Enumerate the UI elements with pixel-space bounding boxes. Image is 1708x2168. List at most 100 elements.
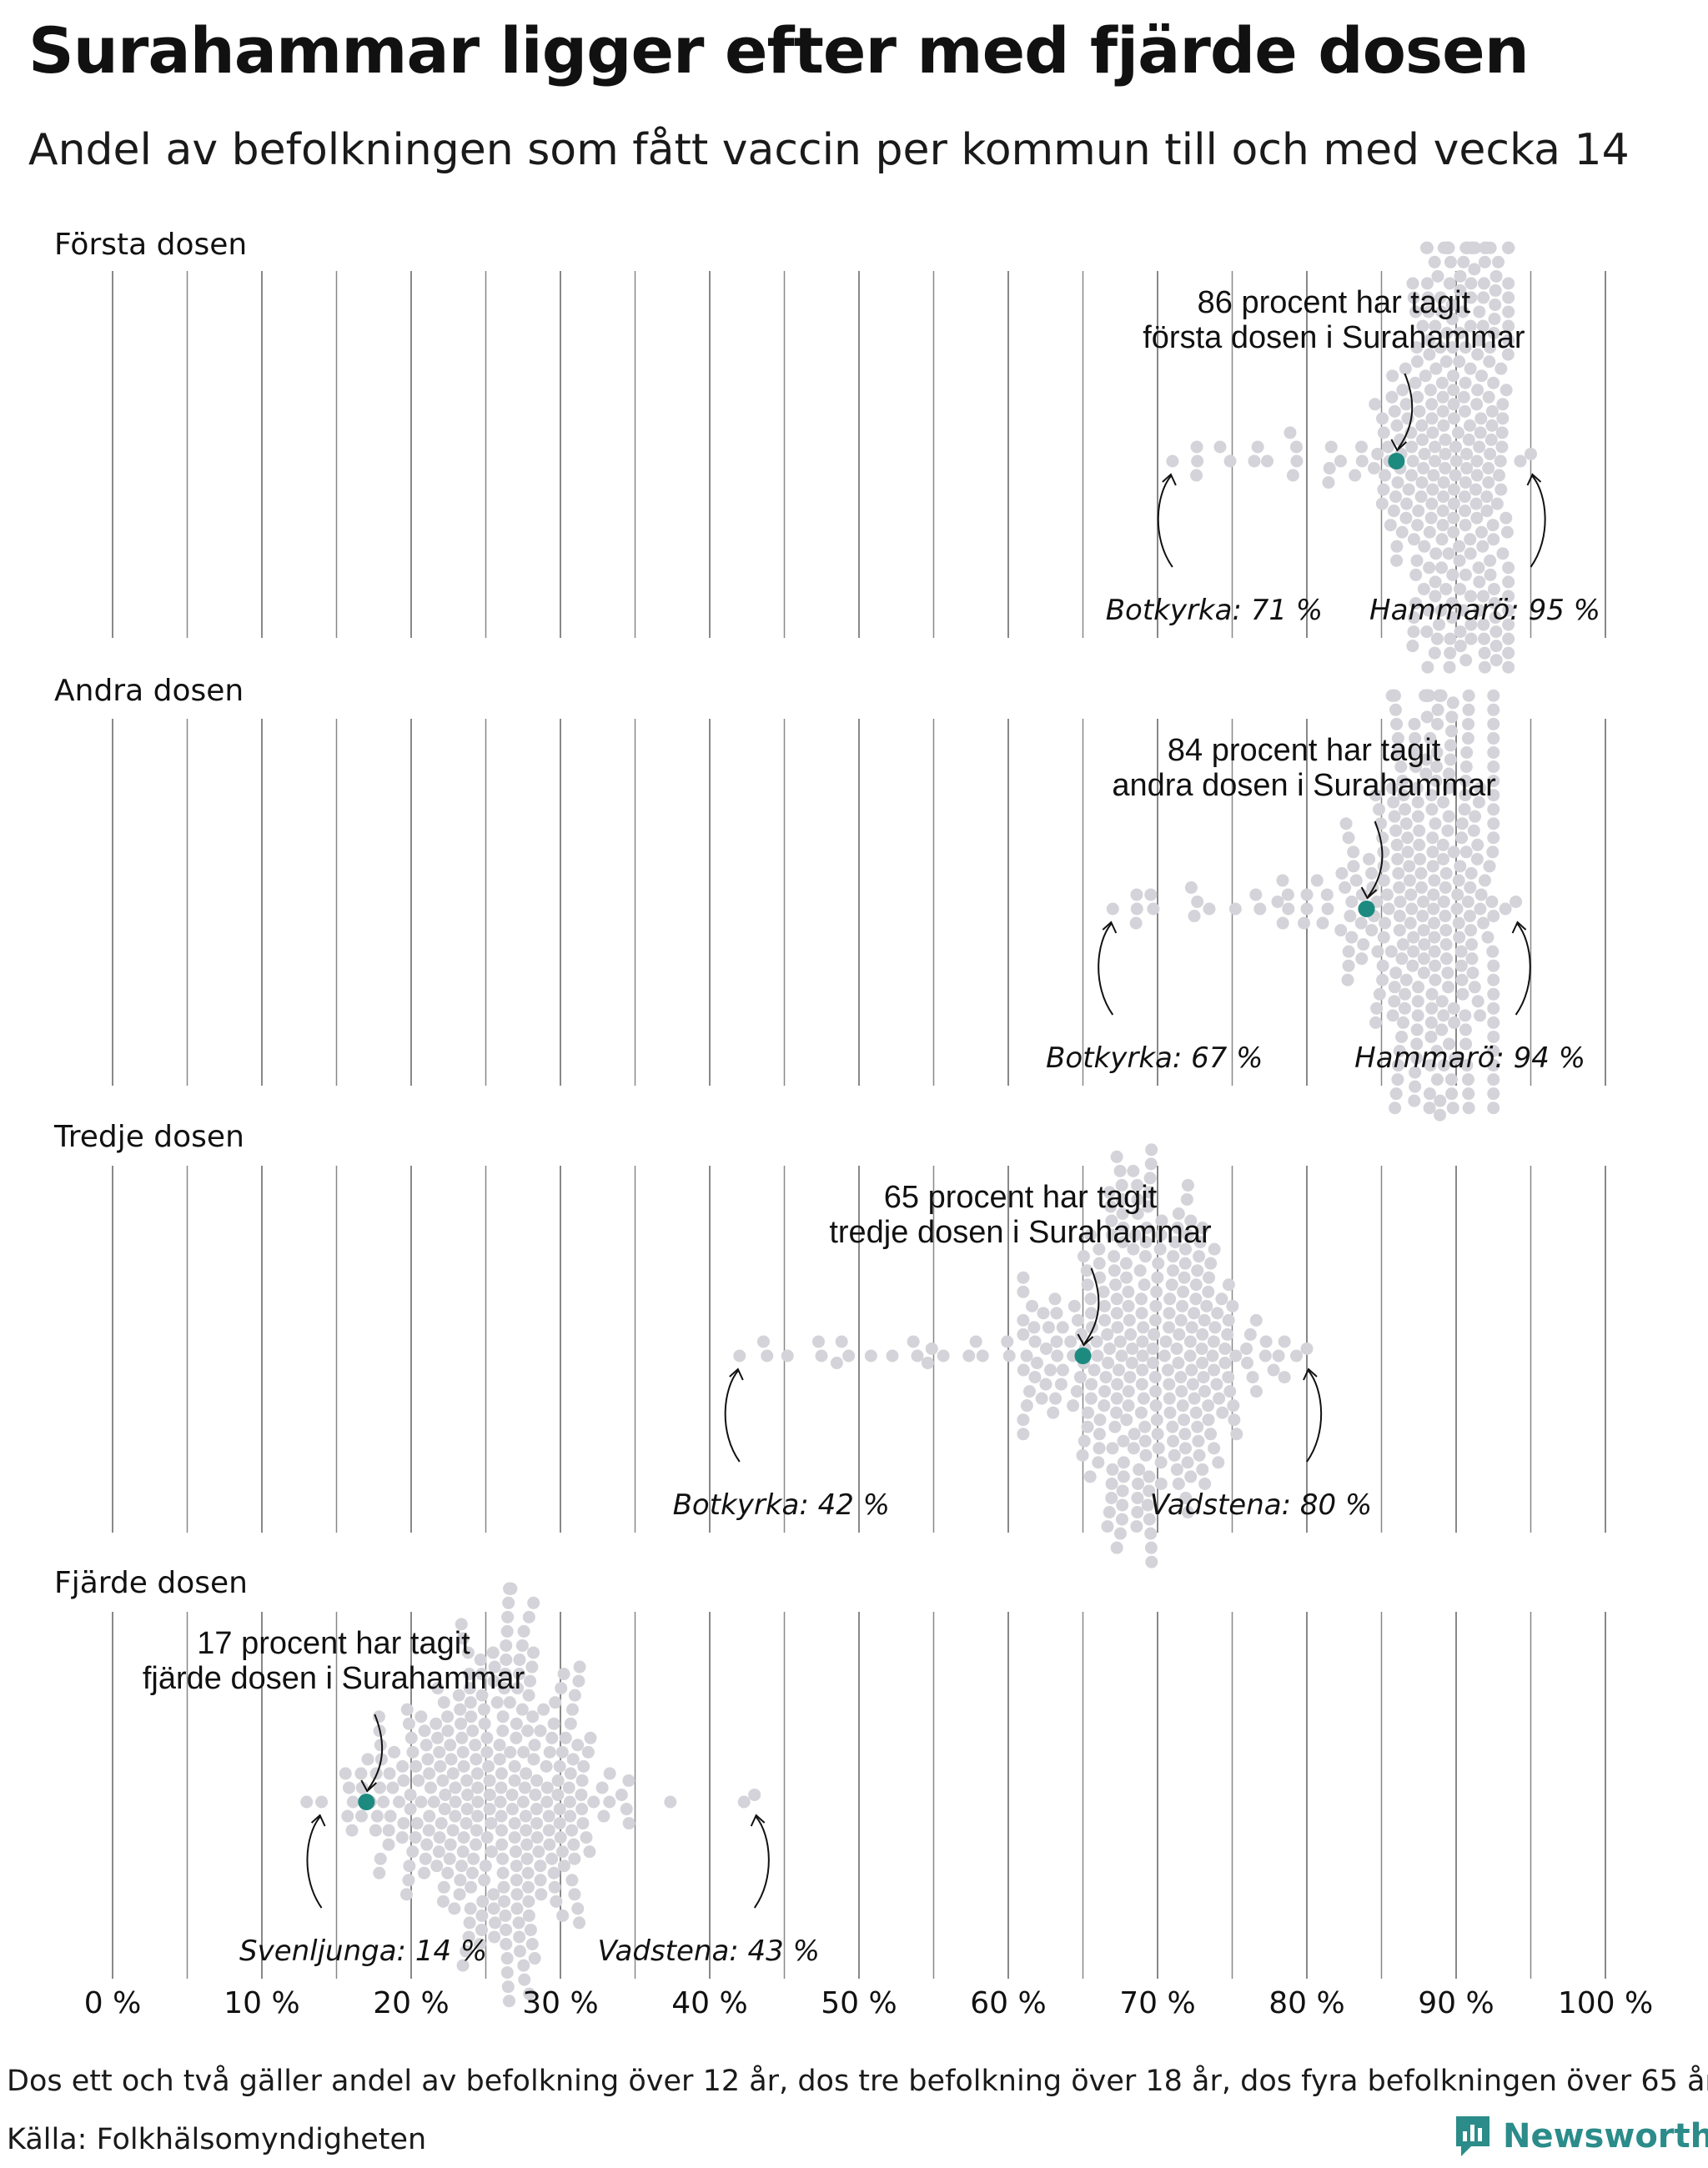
swarm-dot [1439,582,1453,595]
swarm-dot [542,1809,555,1823]
swarm-dot [1428,945,1441,958]
swarm-dot [1464,277,1478,290]
swarm-dot [1440,327,1454,340]
swarm-dot [482,1759,495,1773]
swarm-dot [505,1803,519,1816]
swarm-dot [1122,1399,1135,1413]
swarm-dot [1163,1378,1176,1391]
swarm-dot [1414,866,1428,880]
swarm-dot [420,1838,434,1851]
swarm-dot [1396,938,1409,951]
swarm-dot [1388,404,1401,418]
swarm-dot [1391,852,1404,866]
swarm-dot [756,1335,770,1348]
swarm-dot [1180,1192,1193,1206]
swarm-dot [1108,1250,1121,1263]
swarm-dot [555,1682,568,1695]
swarm-dot [437,1880,450,1894]
swarm-dot [1196,1463,1209,1476]
swarm-dot [1427,902,1440,916]
swarm-dot [1334,924,1348,937]
swarm-dot [1189,1406,1203,1419]
highlight-dot [1358,901,1375,917]
swarm-dot [495,1767,508,1780]
swarm-dot [1216,1406,1229,1419]
swarm-dot [1437,490,1450,504]
x-tick-label: 10 % [224,1986,299,2020]
swarm-dot [1229,1349,1243,1363]
swarm-dot [1388,981,1401,994]
swarm-dot [1105,1214,1118,1227]
swarm-dot [441,1710,455,1724]
swarm-dot [1126,1342,1139,1355]
swarm-dot [1471,348,1484,361]
swarm-dot [1181,1506,1194,1519]
swarm-dot [1048,1392,1062,1405]
swarm-dot [1385,390,1399,404]
swarm-dot [1093,1442,1106,1455]
swarm-dot [1179,1492,1193,1504]
swarm-dot [1487,703,1500,716]
swarm-dot [1368,462,1381,475]
swarm-dot [1407,625,1420,639]
swarm-dot [1390,717,1404,730]
swarm-dot [1027,1321,1041,1334]
swarm-dot [1434,1094,1447,1107]
swarm-dot [1071,1313,1084,1327]
highlight-arrowhead [360,1779,377,1793]
swarm-dot [1175,1385,1188,1398]
swarm-dot [815,1349,828,1363]
swarm-dot [1377,846,1390,859]
swarm-dot [1444,753,1457,766]
swarm-dot [525,1660,539,1674]
swarm-dot [1407,931,1420,944]
swarm-dot [1500,511,1513,524]
swarm-dot [543,1838,556,1851]
swarm-dot [1454,284,1467,297]
swarm-dot [1478,646,1491,660]
swarm-dot [1110,1150,1123,1163]
swarm-dot [1382,902,1395,916]
swarm-dot [437,1696,450,1709]
swarm-dot [1410,355,1424,369]
swarm-dot [597,1809,610,1823]
swarm-dot [1339,881,1352,894]
swarm-dot [1459,376,1472,389]
swarm-dot [1459,1009,1472,1022]
swarm-dot [487,1902,500,1915]
swarm-dot [403,1859,416,1873]
swarm-dot [1376,412,1389,425]
swarm-dot [1462,433,1475,446]
swarm-dot [1028,1335,1042,1348]
min-label: Botkyrka: 42 % [673,1488,890,1522]
highlight-arrow [1083,1267,1100,1344]
swarm-dot [1111,1321,1124,1334]
swarm-dot [1106,1442,1119,1455]
swarm-dot [1487,1087,1500,1101]
swarm-dot [1101,1520,1114,1533]
swarm-dot [1183,1335,1197,1348]
swarm-dot [1395,525,1409,539]
swarm-dot [1161,1363,1174,1377]
swarm-dot [462,1930,475,1944]
swarm-dot [1081,1278,1094,1292]
swarm-dot [1423,1087,1436,1101]
swarm-dot [886,1349,899,1363]
swarm-dot [1446,696,1459,710]
swarm-dot [1218,1342,1232,1355]
swarm-dot [1424,384,1437,397]
swarm-dot [1289,1349,1303,1363]
swarm-dot [1167,1434,1180,1448]
swarm-dot [1227,1399,1240,1413]
x-tick-label: 70 % [1119,1986,1195,2020]
swarm-dot [1251,440,1264,454]
swarm-dot [1409,597,1423,610]
swarm-dot [1449,454,1463,468]
swarm-dot [1434,341,1447,354]
swarm-dot [1392,745,1405,759]
swarm-dot [1196,1357,1209,1370]
swarm-dot [485,1817,498,1830]
swarm-dot [1437,419,1450,432]
swarm-dot [1421,291,1434,304]
swarm-dot [1465,938,1479,951]
